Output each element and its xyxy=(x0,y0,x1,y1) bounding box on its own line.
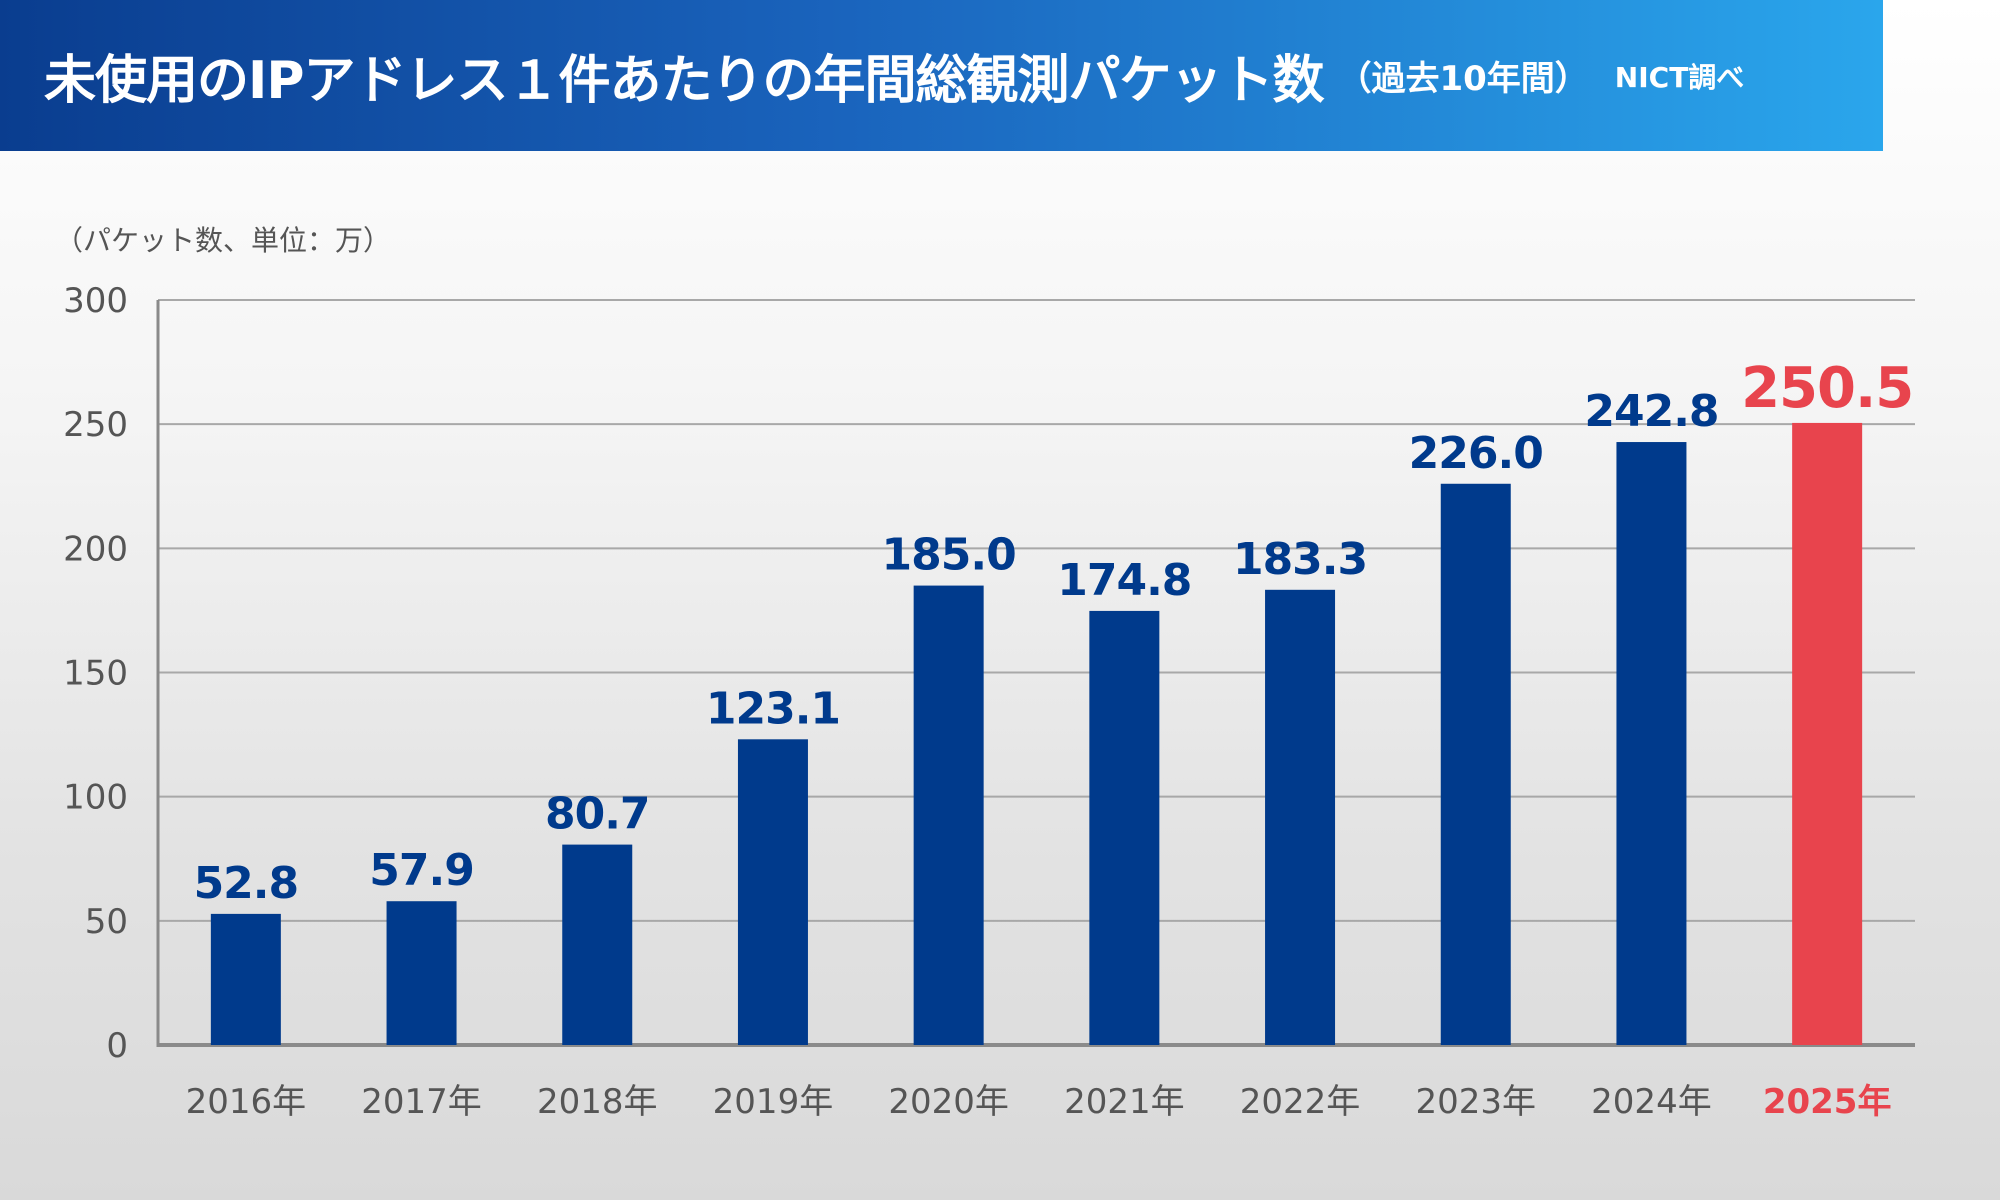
bar-value-label: 250.5 xyxy=(1741,356,1913,421)
y-tick-label: 0 xyxy=(106,1026,128,1066)
title-bar: 未使用のIPアドレス１件あたりの年間総観測パケット数 （過去10年間） NICT… xyxy=(0,0,1883,151)
bar xyxy=(1792,422,1863,1045)
bar xyxy=(1089,610,1160,1045)
bar xyxy=(386,901,457,1045)
bar-value-label: 57.9 xyxy=(369,845,474,896)
bar xyxy=(210,913,281,1045)
x-tick-label: 2023年 xyxy=(1415,1082,1536,1122)
bar-value-label: 185.0 xyxy=(882,530,1016,581)
x-tick-label: 2019年 xyxy=(713,1082,834,1122)
source-note: NICT調べ xyxy=(1614,60,1745,94)
bar xyxy=(1440,483,1511,1045)
bar xyxy=(737,739,808,1045)
x-tick-label: 2022年 xyxy=(1240,1082,1361,1122)
bar-value-label: 183.3 xyxy=(1233,534,1367,585)
x-tick-label: 2024年 xyxy=(1591,1082,1712,1122)
bar-value-label: 80.7 xyxy=(545,789,650,840)
bar-value-label: 123.1 xyxy=(706,683,840,734)
bar-value-label: 242.8 xyxy=(1584,386,1718,437)
x-tick-label: 2021年 xyxy=(1064,1082,1185,1122)
bar xyxy=(1616,442,1687,1046)
bar xyxy=(1265,589,1336,1045)
y-tick-label: 150 xyxy=(63,654,128,694)
bar-value-label: 226.0 xyxy=(1409,428,1543,479)
bar-value-label: 174.8 xyxy=(1057,555,1191,606)
chart-title: 未使用のIPアドレス１件あたりの年間総観測パケット数 xyxy=(44,51,1324,111)
y-tick-label: 100 xyxy=(63,778,128,818)
y-tick-label: 200 xyxy=(63,529,128,569)
x-tick-label: 2020年 xyxy=(888,1082,1009,1122)
bar xyxy=(913,585,984,1045)
x-tick-label: 2025年 xyxy=(1763,1082,1892,1122)
chart-subtitle: （過去10年間） xyxy=(1337,59,1589,99)
y-tick-label: 50 xyxy=(85,902,128,942)
x-tick-label: 2016年 xyxy=(186,1082,307,1122)
bar xyxy=(562,844,633,1045)
x-tick-label: 2018年 xyxy=(537,1082,658,1122)
bar-value-label: 52.8 xyxy=(194,858,299,909)
unit-label: （パケット数、単位：万） xyxy=(55,224,391,257)
y-tick-label: 300 xyxy=(63,281,128,321)
x-tick-label: 2017年 xyxy=(361,1082,482,1122)
y-tick-label: 250 xyxy=(63,405,128,445)
